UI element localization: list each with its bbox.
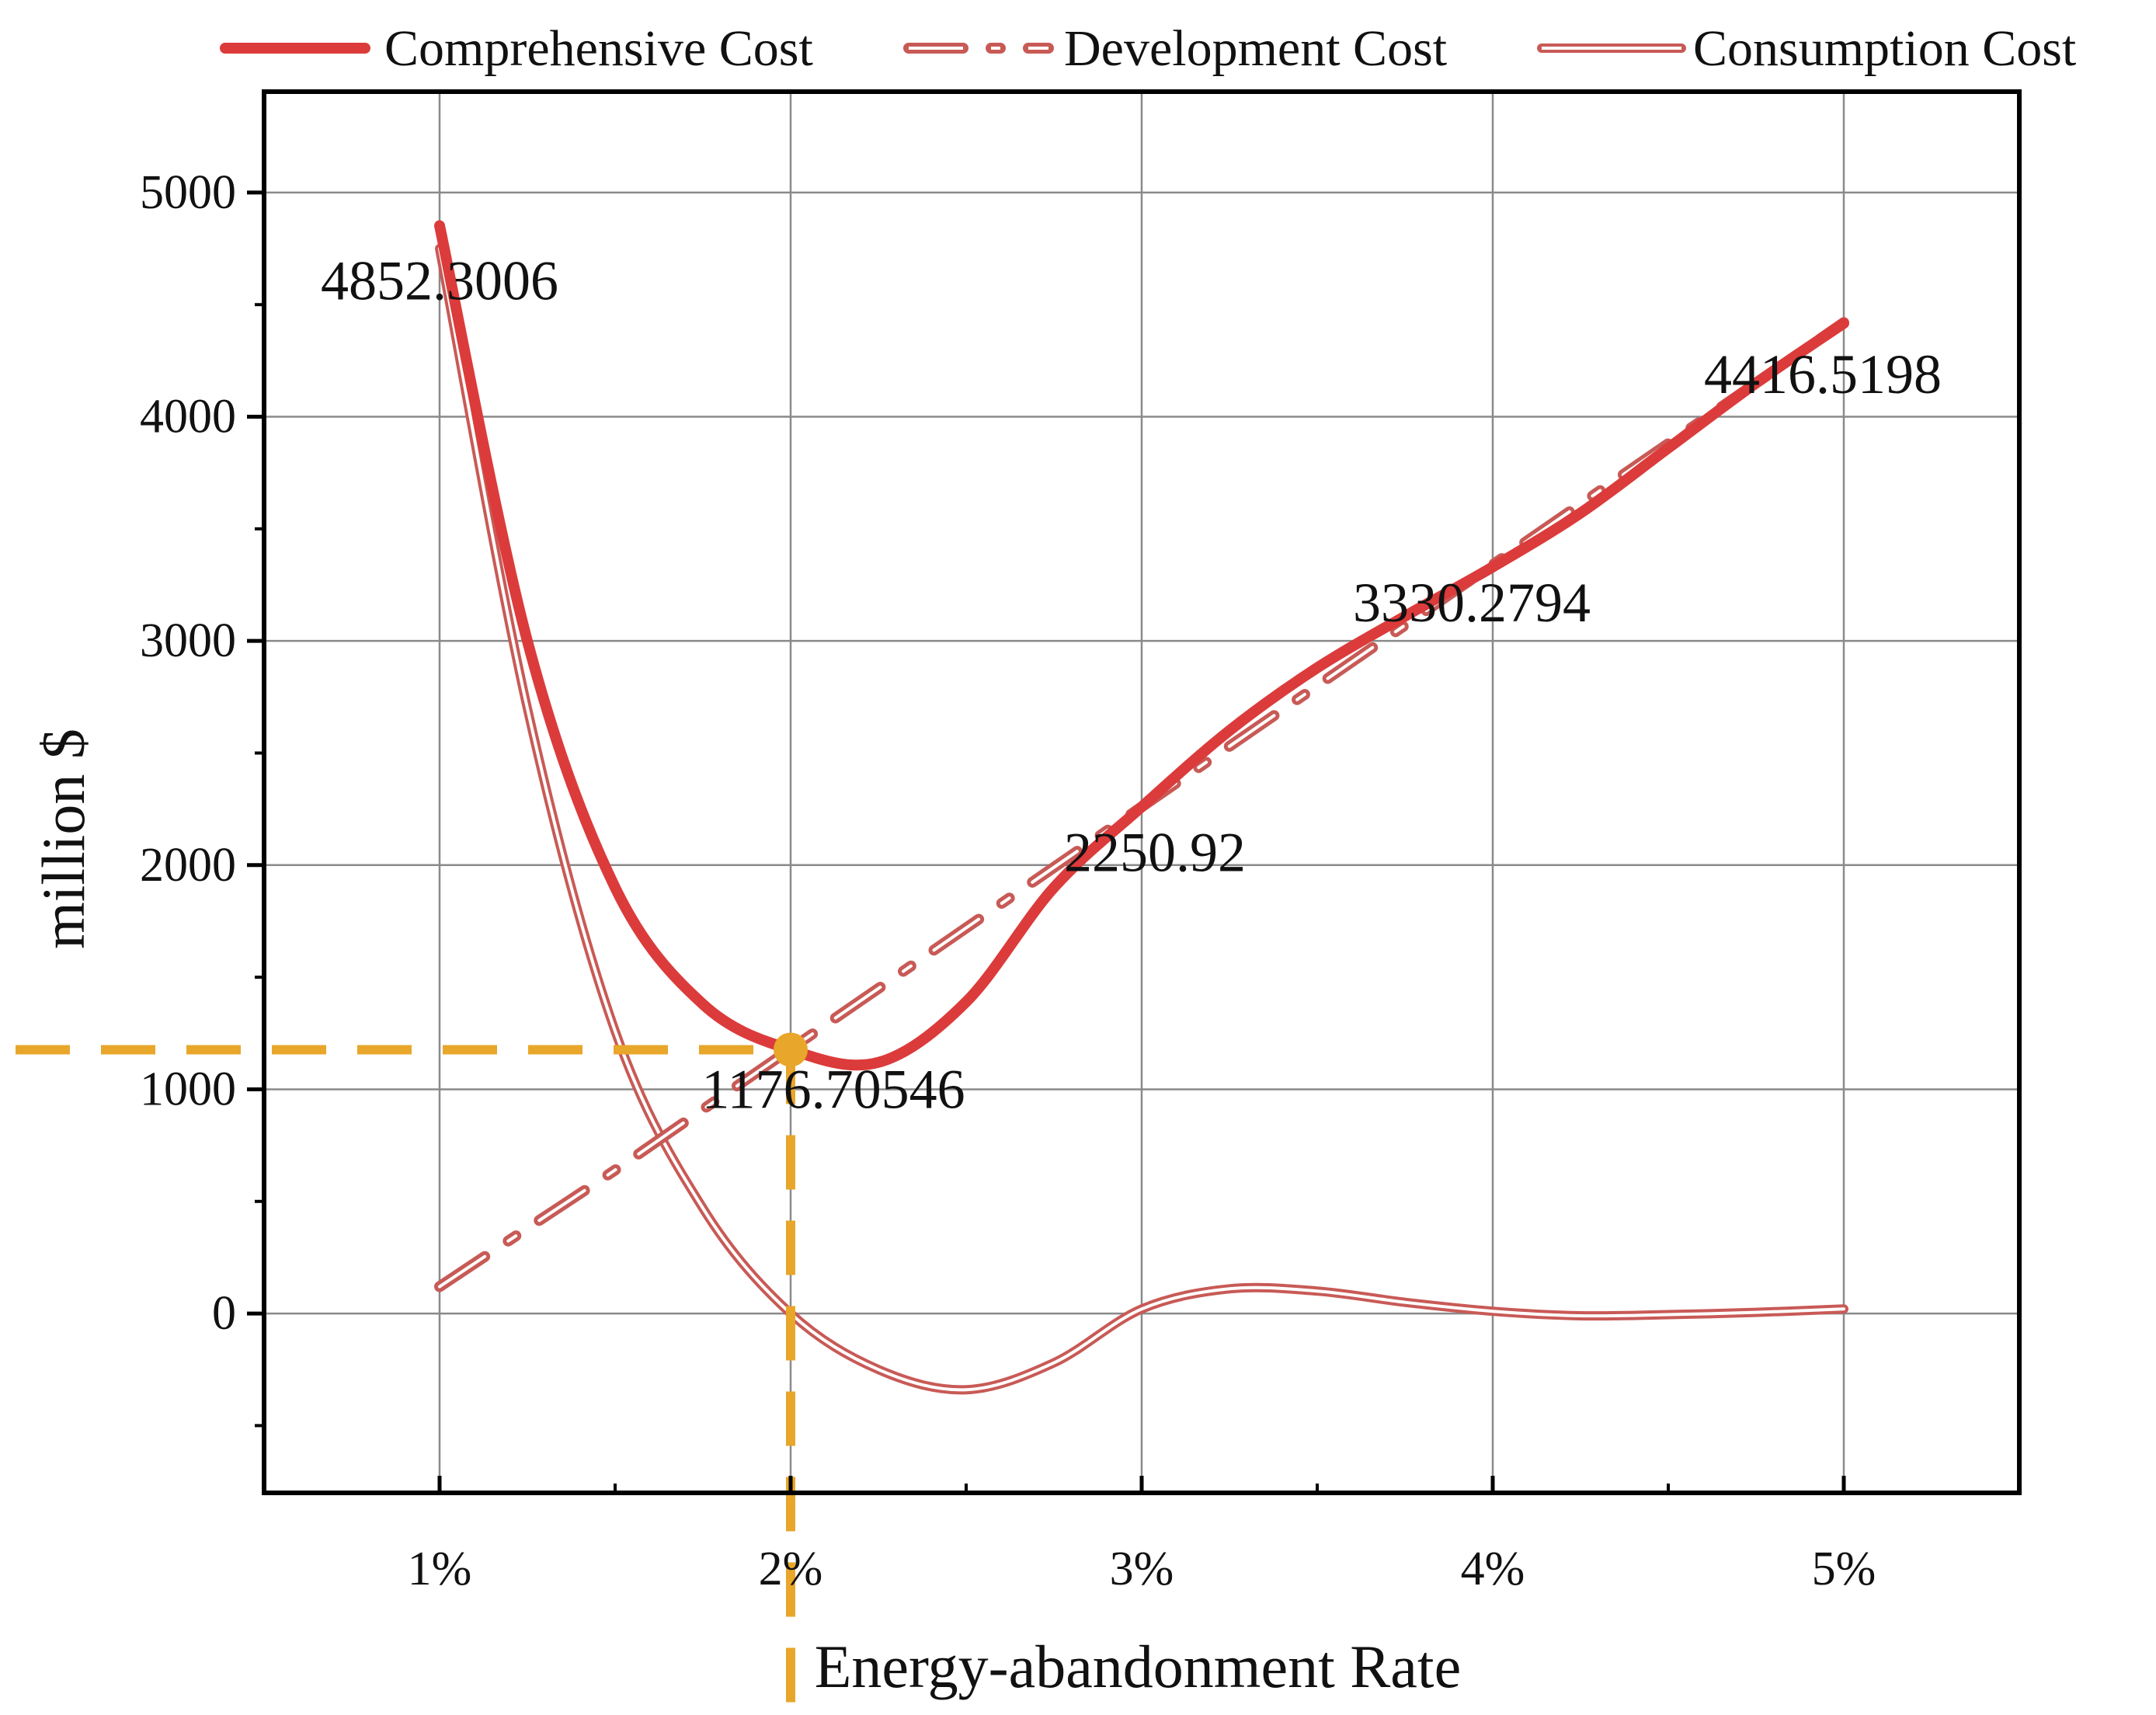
data-label: 4852.3006 (321, 250, 558, 312)
data-label: 4416.5198 (1704, 343, 1942, 405)
y-tick-label: 4000 (140, 391, 236, 444)
series-layer (434, 220, 1849, 1395)
y-axis-title: million $ (30, 729, 97, 949)
y-tick-label: 0 (212, 1287, 236, 1340)
y-tick-label: 3000 (140, 614, 236, 667)
data-label: 2250.92 (1064, 821, 1246, 883)
series-comprehensive-cost (434, 220, 1849, 1071)
series-line-inner-consumption-cost (438, 247, 1845, 1392)
series-consumption-cost (435, 244, 1848, 1395)
legend-label: Consumption Cost (1693, 20, 2076, 77)
legend-item-consumption-cost: Consumption Cost (1537, 20, 2076, 77)
grid (264, 92, 2019, 1493)
x-tick-label: 1% (408, 1543, 472, 1595)
y-tick-label: 2000 (140, 839, 236, 892)
annotation-layer: 4852.3006 1176.70546 2250.92 3330.2794 4416.… (321, 250, 1942, 1121)
x-tick-label: 2% (759, 1543, 823, 1595)
x-tick-label: 3% (1110, 1543, 1174, 1595)
data-label: 3330.2794 (1353, 572, 1591, 634)
legend-label: Comprehensive Cost (384, 20, 813, 77)
x-axis-title: Energy-abandonment Rate (815, 1633, 1461, 1700)
legend: Comprehensive Cost Development Cost Consum… (220, 20, 2076, 77)
x-tick-label: 5% (1812, 1543, 1876, 1595)
legend-label: Development Cost (1064, 20, 1447, 77)
legend-item-comprehensive-cost: Comprehensive Cost (220, 20, 813, 77)
series-line-comprehensive-cost (434, 220, 1849, 1071)
y-tick-label: 1000 (140, 1063, 236, 1115)
data-label: 1176.70546 (701, 1058, 965, 1120)
highlight-layer (16, 1032, 808, 1715)
highlight-point (774, 1032, 808, 1067)
y-tick-label: 5000 (140, 166, 236, 219)
legend-item-development-cost: Development Cost (903, 20, 1447, 77)
x-tick-label: 4% (1461, 1543, 1525, 1595)
ticks: 1% 2% 3% 4% 5% 0 1000 2000 3000 4000 5000 (140, 166, 1876, 1595)
